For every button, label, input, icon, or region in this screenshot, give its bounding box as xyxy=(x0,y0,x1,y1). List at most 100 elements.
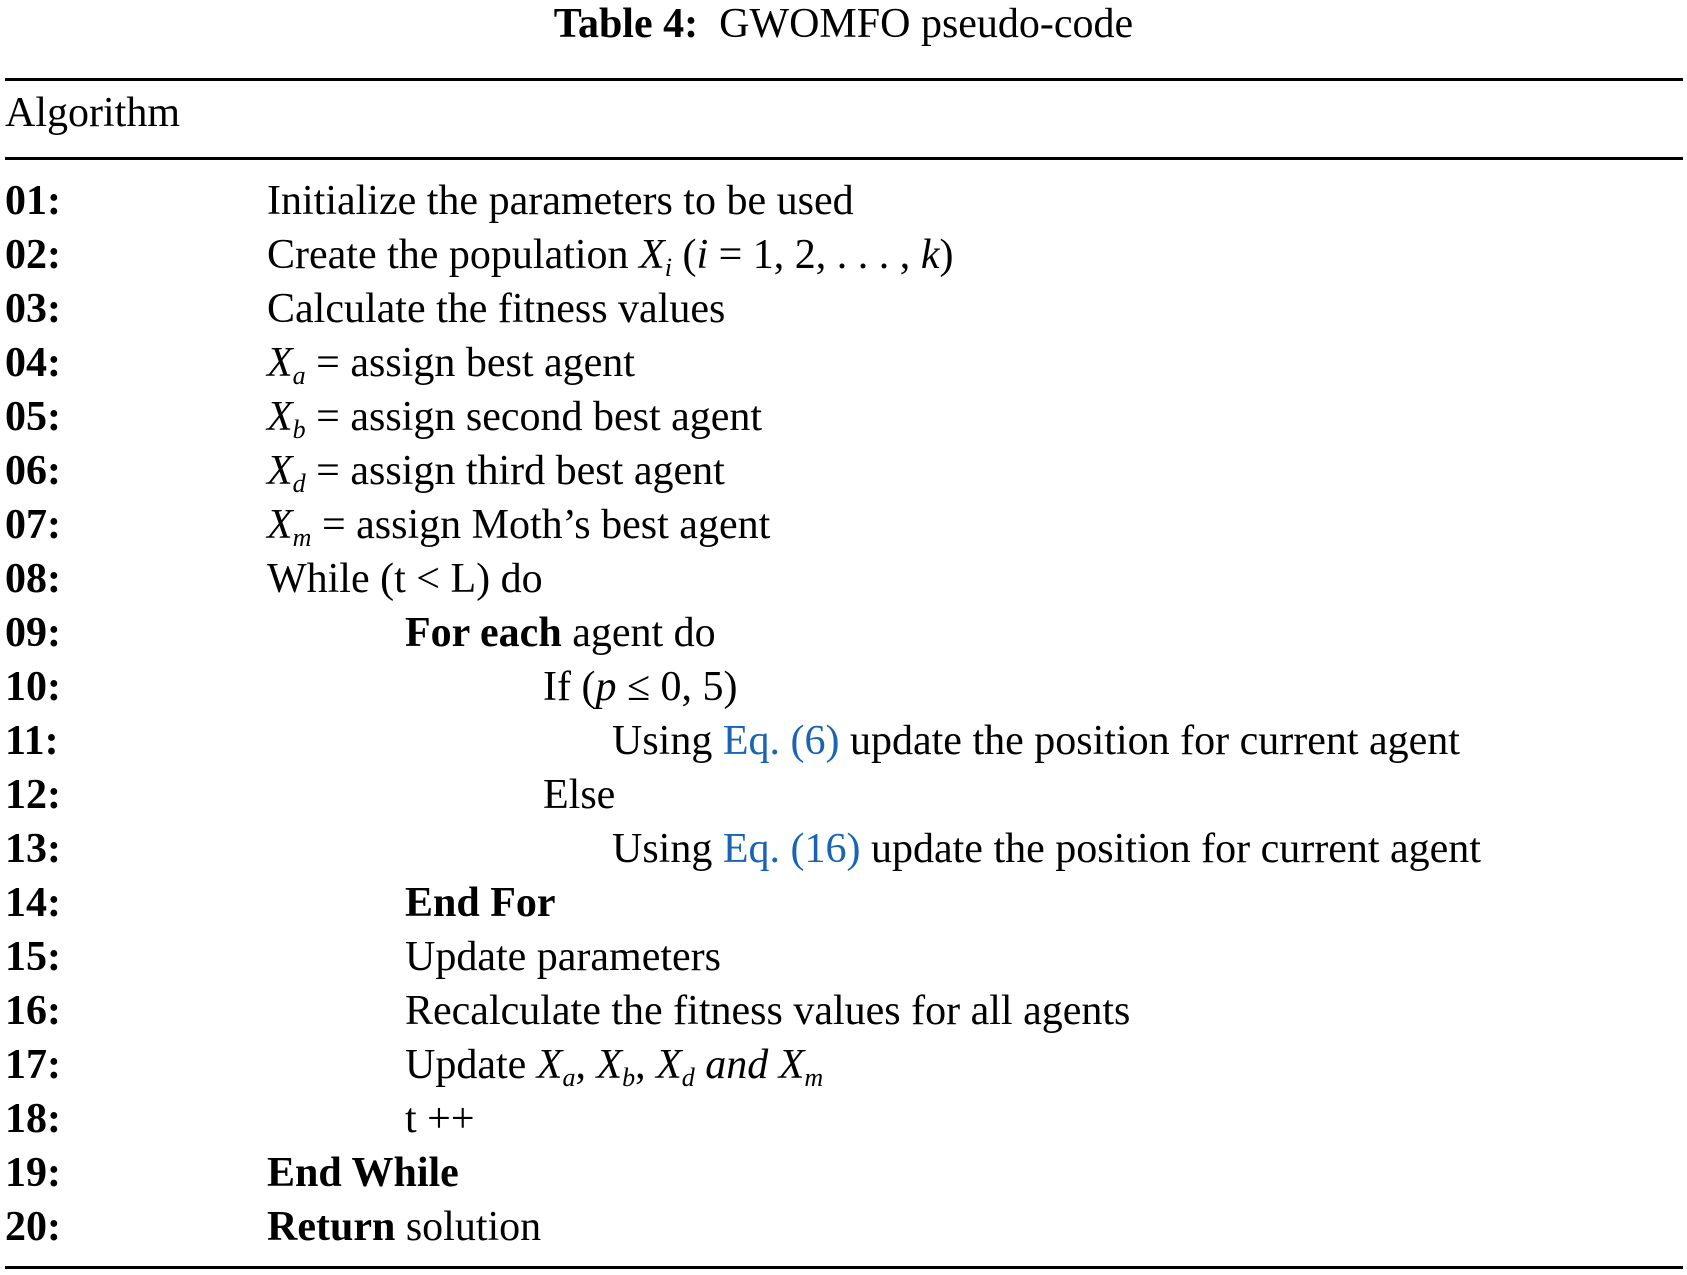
table-caption: Table 4: GWOMFO pseudo-code xyxy=(0,0,1687,48)
keyword: For each xyxy=(405,610,562,656)
algorithm-line: 14: End For xyxy=(0,876,1687,930)
math-symbol: Xm xyxy=(778,1042,824,1092)
algorithm-line: 10: If (p ≤ 0, 5) xyxy=(0,660,1687,714)
line-number: 02: xyxy=(5,232,61,278)
math-symbol: Xb xyxy=(596,1042,636,1092)
algorithm-line: 01: Initialize the parameters to be used xyxy=(0,174,1687,228)
algorithm-line: 16: Recalculate the fitness values for al… xyxy=(0,984,1687,1038)
line-text: Using Eq. (16) update the position for c… xyxy=(612,822,1481,876)
line-number: 08: xyxy=(5,556,61,602)
line-text: t ++ xyxy=(405,1092,475,1146)
text-run: While (t < L) do xyxy=(267,556,543,602)
text-run: solution xyxy=(395,1204,542,1250)
algorithm-line: 08: While (t < L) do xyxy=(0,552,1687,606)
text-run: Create the population xyxy=(267,232,640,278)
algorithm-line: 17: Update Xa, Xb, Xd and Xm xyxy=(0,1038,1687,1092)
line-text: Xb = assign second best agent xyxy=(267,390,762,444)
text-run: Else xyxy=(543,772,616,818)
line-text: Recalculate the fitness values for all a… xyxy=(405,984,1130,1038)
math-var: p xyxy=(595,664,617,710)
text-run: ) xyxy=(939,232,954,278)
text-run: Recalculate the fitness values for all a… xyxy=(405,988,1131,1034)
line-text: Initialize the parameters to be used xyxy=(267,174,854,228)
text-run: , xyxy=(575,1042,597,1088)
text-run: If ( xyxy=(543,664,596,710)
line-number: 18: xyxy=(5,1096,61,1142)
top-rule xyxy=(5,78,1683,81)
line-text: End For xyxy=(405,876,556,930)
algorithm-line: 20: Return solution xyxy=(0,1200,1687,1254)
text-run: update the position for current agent xyxy=(839,718,1460,764)
text-run: update the position for current agent xyxy=(860,826,1481,872)
line-text: Using Eq. (6) update the position for cu… xyxy=(612,714,1460,768)
line-number: 16: xyxy=(5,988,61,1034)
math-symbol: Xa xyxy=(267,340,306,390)
equation-link[interactable]: Eq. (6) xyxy=(722,718,840,764)
text-run: = 1, 2, . . . , xyxy=(708,232,921,278)
text-run: ( xyxy=(671,232,697,278)
algorithm-line: 05: Xb = assign second best agent xyxy=(0,390,1687,444)
algorithm-line: 03: Calculate the fitness values xyxy=(0,282,1687,336)
table-title: GWOMFO pseudo-code xyxy=(719,1,1134,47)
algorithm-line: 07: Xm = assign Moth’s best agent xyxy=(0,498,1687,552)
line-number: 13: xyxy=(5,826,61,872)
math-symbol: Xa xyxy=(536,1042,576,1092)
line-text: Xm = assign Moth’s best agent xyxy=(267,498,770,552)
line-text: While (t < L) do xyxy=(267,552,543,606)
math-symbol: Xm xyxy=(267,502,312,552)
keyword: End For xyxy=(405,880,556,926)
keyword: Return xyxy=(267,1204,396,1250)
algorithm-line: 13: Using Eq. (16) update the position fo… xyxy=(0,822,1687,876)
math-symbol: Xd xyxy=(656,1042,695,1092)
math-symbol: Xb xyxy=(267,394,306,444)
line-text: For each agent do xyxy=(405,606,716,660)
line-text: Update parameters xyxy=(405,930,721,984)
line-text: Xd = assign third best agent xyxy=(267,444,725,498)
line-text: Return solution xyxy=(267,1200,541,1254)
line-text: End While xyxy=(267,1146,459,1200)
text-run: = assign second best agent xyxy=(305,394,763,440)
text-run: Calculate the fitness values xyxy=(267,286,726,332)
math-var: i xyxy=(696,232,709,278)
line-number: 05: xyxy=(5,394,61,440)
line-number: 01: xyxy=(5,178,61,224)
line-number: 07: xyxy=(5,502,61,548)
column-header: Algorithm xyxy=(5,90,180,136)
line-number: 03: xyxy=(5,286,61,332)
line-number: 10: xyxy=(5,664,61,710)
text-run: ≤ 0, 5) xyxy=(616,664,738,710)
math-var: and xyxy=(694,1042,779,1088)
line-text: Else xyxy=(543,768,615,822)
algorithm-line: 06: Xd = assign third best agent xyxy=(0,444,1687,498)
line-number: 11: xyxy=(5,718,59,764)
bottom-rule xyxy=(5,1266,1683,1269)
text-run: Update parameters xyxy=(405,934,722,980)
equation-link[interactable]: Eq. (16) xyxy=(722,826,861,872)
text-run: = assign Moth’s best agent xyxy=(311,502,771,548)
algorithm-line: 19: End While xyxy=(0,1146,1687,1200)
table-label: Table 4: xyxy=(553,1,699,47)
math-var: k xyxy=(920,232,940,278)
algorithm-line: 02: Create the population Xi (i = 1, 2, .… xyxy=(0,228,1687,282)
math-symbol: Xd xyxy=(267,448,306,498)
line-text: Calculate the fitness values xyxy=(267,282,725,336)
algorithm-line: 18: t ++ xyxy=(0,1092,1687,1146)
line-number: 19: xyxy=(5,1150,61,1196)
line-number: 04: xyxy=(5,340,61,386)
text-run: Initialize the parameters to be used xyxy=(267,178,854,224)
line-number: 12: xyxy=(5,772,61,818)
header-rule xyxy=(5,157,1683,160)
text-run: = assign third best agent xyxy=(305,448,725,494)
algorithm-line: 11: Using Eq. (6) update the position for… xyxy=(0,714,1687,768)
algorithm-line: 15: Update parameters xyxy=(0,930,1687,984)
algorithm-line: 09: For each agent do xyxy=(0,606,1687,660)
algorithm-line: 12: Else xyxy=(0,768,1687,822)
text-run: agent do xyxy=(561,610,716,656)
text-run: , xyxy=(635,1042,657,1088)
line-number: 15: xyxy=(5,934,61,980)
line-text: Xa = assign best agent xyxy=(267,336,635,390)
text-run: Using xyxy=(612,826,723,872)
algorithm-line: 04: Xa = assign best agent xyxy=(0,336,1687,390)
text-run: Using xyxy=(612,718,723,764)
math-symbol: Xi xyxy=(639,232,672,282)
